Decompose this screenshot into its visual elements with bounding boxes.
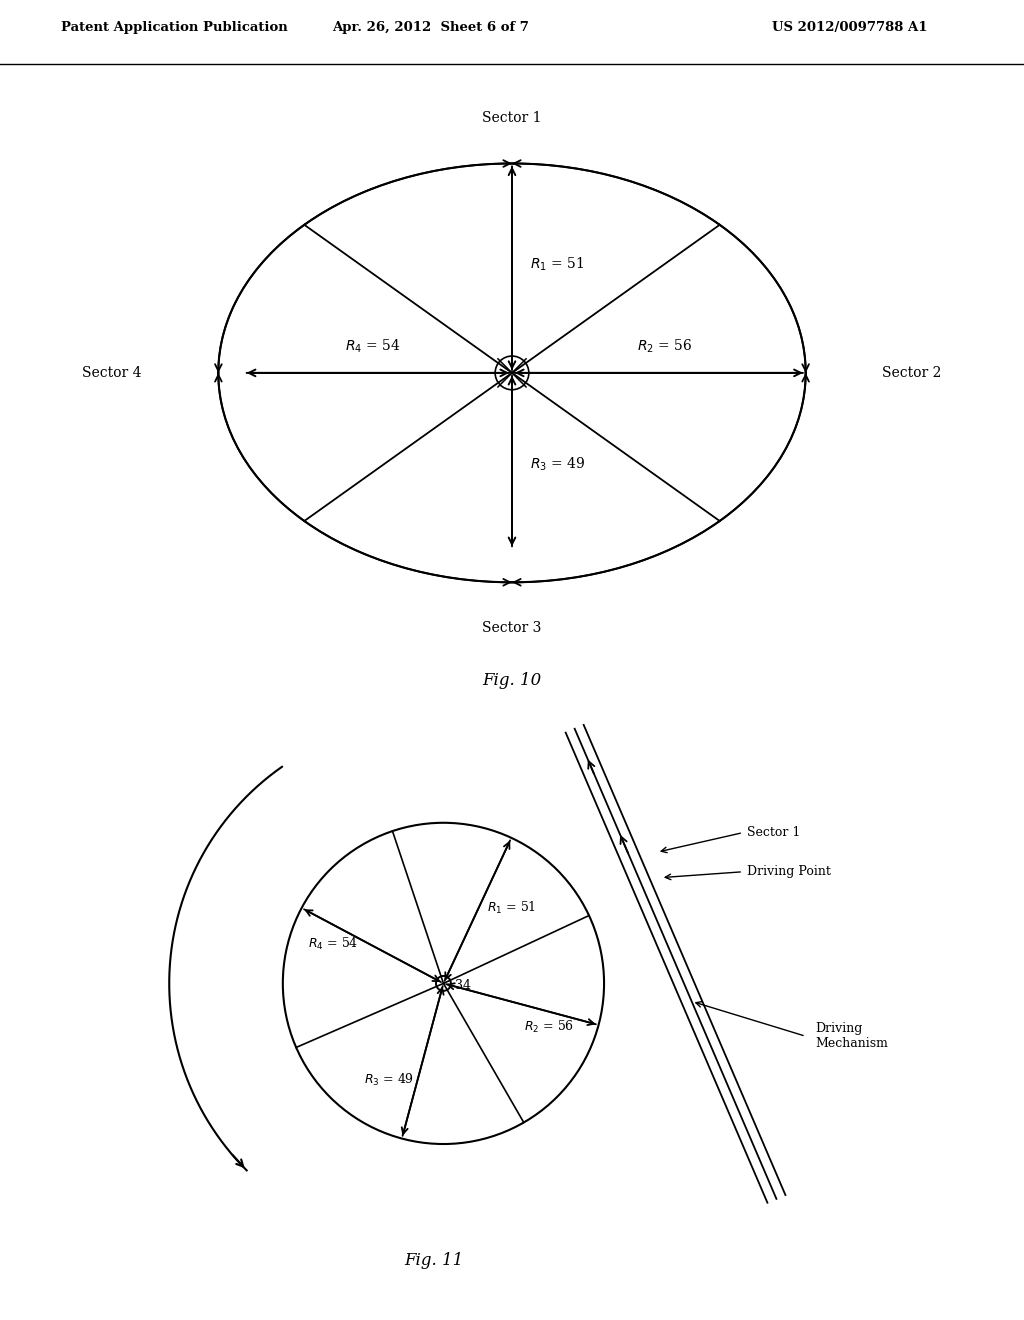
Text: Driving
Mechanism: Driving Mechanism bbox=[815, 1022, 889, 1051]
Text: $R_4$ = 54: $R_4$ = 54 bbox=[307, 936, 358, 952]
Text: 34: 34 bbox=[456, 979, 471, 991]
Text: Sector 3: Sector 3 bbox=[482, 620, 542, 635]
Text: Sector 1: Sector 1 bbox=[748, 826, 801, 840]
Text: US 2012/0097788 A1: US 2012/0097788 A1 bbox=[772, 21, 928, 34]
Text: $R_3$ = 49: $R_3$ = 49 bbox=[364, 1072, 414, 1088]
Text: $R_1$ = 51: $R_1$ = 51 bbox=[486, 900, 536, 916]
Text: $R_2$ = 56: $R_2$ = 56 bbox=[524, 1019, 574, 1035]
Text: $R_2$ = 56: $R_2$ = 56 bbox=[637, 338, 692, 355]
Text: Fig. 11: Fig. 11 bbox=[404, 1251, 463, 1269]
Text: Driving Point: Driving Point bbox=[748, 865, 830, 878]
Text: Sector 1: Sector 1 bbox=[482, 111, 542, 125]
Text: Sector 2: Sector 2 bbox=[883, 366, 942, 380]
Text: Fig. 10: Fig. 10 bbox=[482, 672, 542, 689]
Text: Apr. 26, 2012  Sheet 6 of 7: Apr. 26, 2012 Sheet 6 of 7 bbox=[332, 21, 528, 34]
Text: $R_3$ = 49: $R_3$ = 49 bbox=[529, 455, 586, 474]
Text: Sector 4: Sector 4 bbox=[82, 366, 141, 380]
Text: $R_1$ = 51: $R_1$ = 51 bbox=[529, 255, 585, 273]
Text: Patent Application Publication: Patent Application Publication bbox=[61, 21, 288, 34]
Text: $R_4$ = 54: $R_4$ = 54 bbox=[345, 338, 400, 355]
